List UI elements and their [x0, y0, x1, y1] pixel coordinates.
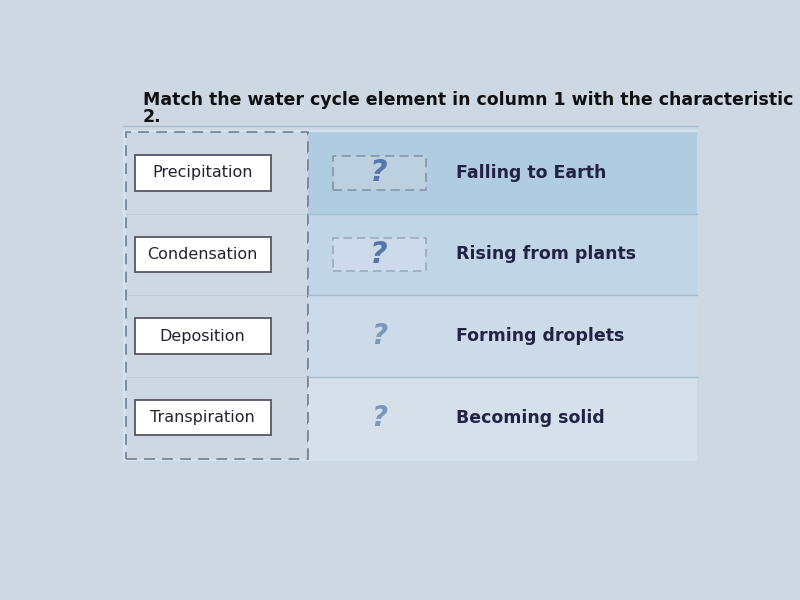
FancyBboxPatch shape [135, 319, 270, 354]
Text: Deposition: Deposition [160, 329, 246, 344]
Text: Precipitation: Precipitation [153, 166, 253, 181]
Bar [308, 377, 697, 458]
Bar [308, 132, 697, 214]
Text: Forming droplets: Forming droplets [457, 327, 625, 345]
Text: Falling to Earth: Falling to Earth [457, 164, 607, 182]
Bar [308, 214, 697, 295]
Text: Becoming solid: Becoming solid [457, 409, 606, 427]
FancyBboxPatch shape [333, 156, 426, 190]
Bar [126, 132, 308, 458]
Text: 2.: 2. [142, 108, 162, 126]
FancyBboxPatch shape [135, 400, 270, 436]
Bar [308, 295, 697, 377]
FancyBboxPatch shape [135, 237, 270, 272]
Text: ?: ? [370, 240, 388, 269]
FancyBboxPatch shape [333, 238, 426, 271]
Text: Match the water cycle element in column 1 with the characteristic in column: Match the water cycle element in column … [142, 91, 800, 109]
Text: Rising from plants: Rising from plants [457, 245, 637, 263]
Text: Transpiration: Transpiration [150, 410, 255, 425]
Bar [123, 130, 697, 461]
Text: Condensation: Condensation [147, 247, 258, 262]
FancyBboxPatch shape [135, 155, 270, 191]
Text: ?: ? [371, 404, 387, 432]
Bar [308, 132, 697, 458]
Text: ?: ? [371, 322, 387, 350]
Text: ?: ? [370, 158, 388, 187]
